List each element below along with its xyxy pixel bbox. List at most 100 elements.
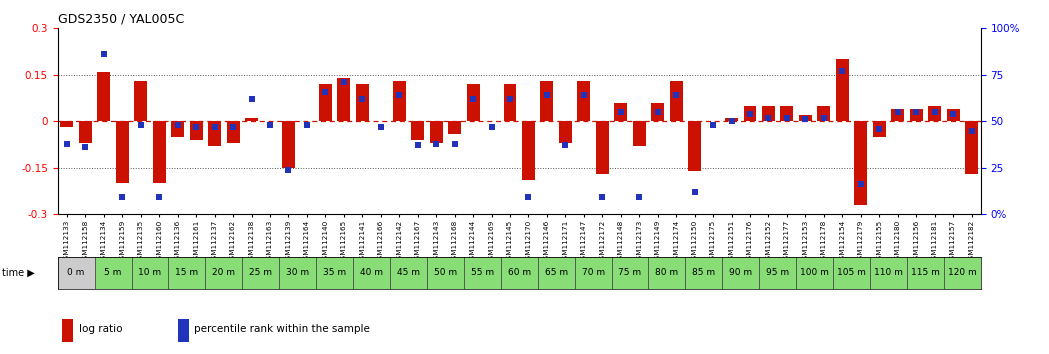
Text: 110 m: 110 m <box>874 268 903 277</box>
Bar <box>612 257 648 289</box>
Bar <box>946 109 960 121</box>
Text: 15 m: 15 m <box>175 268 198 277</box>
Bar <box>685 257 723 289</box>
Bar <box>131 257 169 289</box>
Point <box>77 144 93 150</box>
Bar <box>651 103 664 121</box>
Bar <box>504 84 516 121</box>
Text: 40 m: 40 m <box>360 268 383 277</box>
Text: 25 m: 25 m <box>250 268 273 277</box>
Bar <box>799 115 812 121</box>
Bar <box>500 257 538 289</box>
Point <box>723 118 740 124</box>
Bar <box>464 257 500 289</box>
Point <box>520 195 537 200</box>
Text: 100 m: 100 m <box>800 268 829 277</box>
Text: 95 m: 95 m <box>766 268 789 277</box>
Bar <box>538 257 575 289</box>
Bar <box>282 121 295 168</box>
Text: 45 m: 45 m <box>397 268 420 277</box>
Bar <box>833 257 870 289</box>
Bar <box>577 81 591 121</box>
Bar <box>171 121 185 137</box>
Point <box>761 115 777 120</box>
Text: 55 m: 55 m <box>471 268 494 277</box>
Point <box>890 109 906 115</box>
Bar <box>796 257 833 289</box>
Bar <box>338 78 350 121</box>
Point <box>280 167 297 172</box>
Bar <box>762 106 775 121</box>
Bar <box>245 118 258 121</box>
Point <box>243 96 260 102</box>
Point <box>132 122 149 128</box>
Point <box>557 143 574 148</box>
Bar <box>870 257 907 289</box>
Point <box>188 124 205 130</box>
Bar <box>540 81 554 121</box>
Point <box>446 141 463 147</box>
Text: 65 m: 65 m <box>544 268 568 277</box>
Bar <box>780 106 793 121</box>
Point <box>907 109 924 115</box>
Point <box>778 115 795 120</box>
Point <box>649 109 666 115</box>
Point <box>261 122 278 128</box>
Bar <box>94 257 131 289</box>
Point <box>630 195 647 200</box>
Point <box>151 195 168 200</box>
Bar <box>227 121 239 143</box>
Bar <box>744 106 756 121</box>
Bar <box>79 121 92 143</box>
Point <box>428 141 445 147</box>
Text: 10 m: 10 m <box>138 268 162 277</box>
Bar <box>356 84 369 121</box>
Bar <box>390 257 427 289</box>
Bar <box>242 257 279 289</box>
Bar <box>153 121 166 183</box>
Bar <box>522 121 535 180</box>
Point <box>705 122 722 128</box>
Point <box>372 124 389 130</box>
Point <box>797 116 814 122</box>
Point <box>317 89 334 95</box>
Text: 20 m: 20 m <box>212 268 235 277</box>
Point <box>576 92 593 98</box>
Text: percentile rank within the sample: percentile rank within the sample <box>194 324 370 334</box>
Point <box>95 51 112 57</box>
Bar <box>208 121 221 146</box>
Point <box>871 126 887 132</box>
Point <box>945 111 962 117</box>
Point <box>484 124 500 130</box>
Point <box>501 96 518 102</box>
Text: 85 m: 85 m <box>692 268 715 277</box>
Bar <box>206 257 242 289</box>
Bar <box>448 121 462 133</box>
Bar <box>134 81 147 121</box>
Bar <box>427 257 464 289</box>
Bar <box>817 106 831 121</box>
Point <box>354 96 370 102</box>
Bar <box>909 109 923 121</box>
Bar <box>559 121 572 143</box>
Bar <box>688 121 701 171</box>
Bar <box>98 72 110 121</box>
Bar <box>115 121 129 183</box>
Text: 80 m: 80 m <box>656 268 679 277</box>
Bar <box>965 121 978 174</box>
Text: 75 m: 75 m <box>619 268 642 277</box>
Point <box>742 111 758 117</box>
Bar <box>873 121 885 137</box>
Point <box>668 92 685 98</box>
Bar <box>316 257 354 289</box>
Text: 5 m: 5 m <box>105 268 122 277</box>
Bar <box>854 121 868 205</box>
Bar <box>177 319 189 342</box>
Bar <box>723 257 759 289</box>
Point <box>391 92 408 98</box>
Bar <box>62 319 73 342</box>
Bar <box>648 257 685 289</box>
Point <box>224 124 241 130</box>
Point <box>613 109 629 115</box>
Bar <box>615 103 627 121</box>
